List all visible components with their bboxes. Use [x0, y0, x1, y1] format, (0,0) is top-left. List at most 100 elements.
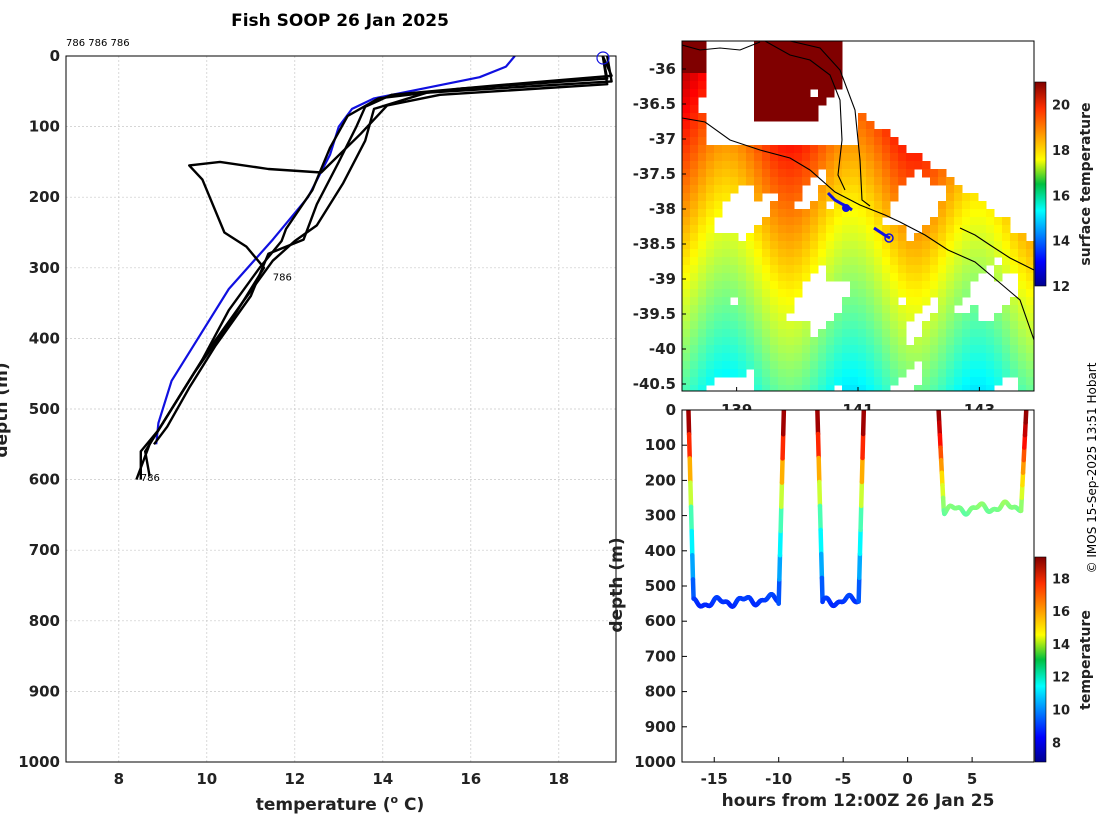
sst-cell — [810, 369, 819, 378]
sst-cell — [954, 345, 963, 354]
sst-cell — [810, 353, 819, 362]
sst-cell — [754, 257, 763, 266]
sst-cell — [938, 297, 947, 306]
sst-cell — [930, 281, 939, 290]
sst-cell — [898, 169, 907, 178]
sst-cell — [794, 345, 803, 354]
sst-cell — [906, 161, 915, 170]
sst-cell — [978, 321, 987, 330]
sst-cell — [818, 81, 827, 90]
sst-cell — [858, 209, 867, 218]
sst-cell — [746, 353, 755, 362]
sst-cell — [842, 385, 851, 391]
sst-cell — [930, 257, 939, 266]
sst-cell — [682, 201, 691, 210]
sst-cell — [698, 289, 707, 298]
sst-cell — [762, 361, 771, 370]
sst-cell — [914, 257, 923, 266]
sst-cell — [834, 201, 843, 210]
sst-cell — [786, 385, 795, 391]
sst-cell — [834, 209, 843, 218]
sst-cell — [778, 281, 787, 290]
sst-cell — [794, 321, 803, 330]
sst-cell — [946, 353, 955, 362]
sst-cell — [746, 145, 755, 154]
sst-cell — [690, 297, 699, 306]
sst-cell — [714, 361, 723, 370]
sst-cell — [762, 257, 771, 266]
sst-cell — [986, 353, 995, 362]
sst-cell — [850, 145, 859, 154]
sst-cell — [778, 105, 787, 114]
sst-cell — [826, 377, 835, 386]
sst-cell — [858, 201, 867, 210]
sst-cell — [778, 257, 787, 266]
sst-cell — [794, 177, 803, 186]
sst-cell — [722, 161, 731, 170]
sst-cell — [762, 281, 771, 290]
sst-cell — [970, 241, 979, 250]
sst-cell — [906, 265, 915, 274]
sst-cell — [706, 177, 715, 186]
sst-cell — [714, 281, 723, 290]
sst-cell — [850, 369, 859, 378]
sst-cell — [682, 257, 691, 266]
sst-cell — [1010, 321, 1019, 330]
sst-cell — [978, 369, 987, 378]
sst-cell — [850, 185, 859, 194]
sst-cell — [1018, 233, 1027, 242]
depth-time-segment — [780, 410, 787, 437]
profile-xtick-label: 8 — [114, 770, 124, 788]
sst-cell — [874, 177, 883, 186]
sst-cell — [1018, 385, 1027, 391]
sst-cell — [930, 265, 939, 274]
sst-cell — [866, 129, 875, 138]
sst-cell — [706, 329, 715, 338]
sst-cell — [1002, 369, 1011, 378]
sst-cell — [754, 241, 763, 250]
map-ytick-label: -38.5 — [633, 235, 676, 253]
sst-cell — [778, 369, 787, 378]
sst-cell — [1002, 257, 1011, 266]
sst-cell — [890, 145, 899, 154]
sst-cell — [786, 329, 795, 338]
sst-cell — [810, 361, 819, 370]
sst-cell — [954, 289, 963, 298]
sst-cell — [810, 65, 819, 74]
sst-colorbar — [1034, 81, 1047, 287]
sst-cell — [754, 57, 763, 66]
sst-cell — [970, 305, 979, 314]
sst-cell — [802, 377, 811, 386]
sst-cell — [1010, 369, 1019, 378]
sst-cell — [802, 73, 811, 82]
sst-cell — [866, 289, 875, 298]
sst-cell — [938, 201, 947, 210]
sst-cell — [858, 345, 867, 354]
sst-cell — [858, 177, 867, 186]
sst-cell — [986, 345, 995, 354]
profile-xtick-label: 12 — [284, 770, 305, 788]
sst-cell — [770, 249, 779, 258]
sst-cell — [698, 121, 707, 130]
sst-cell — [690, 217, 699, 226]
sst-cell — [722, 177, 731, 186]
sst-cell — [778, 345, 787, 354]
sst-cell — [682, 297, 691, 306]
sst-cell — [850, 225, 859, 234]
sst-cell — [826, 81, 835, 90]
depth-time-segment — [858, 479, 865, 509]
sst-cell — [762, 337, 771, 346]
sst-cell — [754, 329, 763, 338]
sst-cell — [690, 305, 699, 314]
sst-cell — [834, 185, 843, 194]
sst-cell — [858, 217, 867, 226]
sst-cell — [938, 281, 947, 290]
sst-cell — [858, 385, 867, 391]
sst-cell — [690, 73, 699, 82]
sst-cell — [706, 257, 715, 266]
sst-cell — [970, 217, 979, 226]
sst-cell — [930, 321, 939, 330]
sst-cell — [1002, 313, 1011, 322]
sst-cell — [682, 73, 691, 82]
sst-cell — [850, 345, 859, 354]
